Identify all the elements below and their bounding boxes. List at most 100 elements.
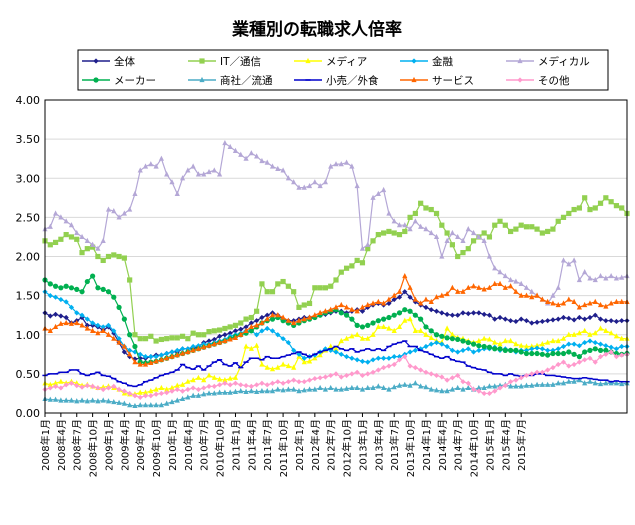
data-point: [386, 228, 392, 235]
data-point: [613, 203, 620, 209]
data-point: [185, 336, 191, 342]
data-point: [142, 389, 149, 395]
data-point: [444, 377, 450, 383]
data-point: [444, 290, 450, 297]
data-point: [566, 349, 572, 355]
data-point: [481, 311, 487, 318]
data-point: [444, 325, 450, 331]
data-point: [153, 338, 159, 344]
data-point: [470, 238, 477, 244]
legend-swatch-marker: [199, 58, 205, 64]
data-point: [111, 328, 117, 334]
data-point: [238, 331, 244, 337]
data-point: [465, 284, 471, 290]
data-point: [486, 312, 493, 318]
data-point: [132, 359, 138, 365]
data-point: [439, 222, 445, 228]
data-point: [306, 300, 313, 307]
data-point: [95, 385, 101, 391]
data-point: [582, 349, 588, 355]
data-point: [486, 253, 493, 259]
data-point: [460, 379, 466, 385]
data-point: [264, 364, 270, 370]
data-point: [370, 238, 376, 244]
data-point: [545, 347, 551, 353]
plot-area-border: [44, 99, 628, 414]
data-point: [58, 214, 64, 220]
data-point: [428, 341, 434, 347]
series-line: [44, 318, 627, 395]
data-point: [217, 333, 223, 339]
data-point: [354, 331, 360, 337]
data-point: [603, 327, 609, 333]
data-point: [359, 260, 366, 266]
data-point: [545, 228, 551, 235]
data-point: [243, 324, 249, 330]
data-point: [312, 285, 318, 291]
data-point: [68, 234, 75, 240]
legend-swatch-marker: [93, 77, 99, 83]
data-point: [238, 326, 244, 332]
data-point: [486, 284, 493, 290]
series-3: [42, 289, 630, 365]
data-point: [158, 390, 164, 397]
data-point: [248, 345, 254, 351]
legend-swatch-marker: [411, 58, 417, 64]
data-point: [523, 382, 530, 388]
data-point: [433, 294, 440, 300]
data-point: [158, 155, 164, 161]
data-point: [201, 377, 207, 383]
data-point: [333, 161, 339, 167]
data-point: [587, 331, 593, 337]
x-tick-label: 2009年4月: [118, 419, 131, 471]
data-point: [169, 398, 175, 405]
data-point: [486, 344, 493, 350]
data-point: [444, 230, 450, 236]
data-point: [100, 327, 106, 333]
data-point: [592, 359, 598, 365]
data-point: [613, 346, 620, 352]
data-point: [608, 349, 614, 355]
data-point: [354, 369, 360, 375]
data-point: [619, 318, 625, 324]
data-point: [285, 386, 291, 392]
data-point: [423, 304, 429, 310]
data-point: [333, 345, 339, 351]
data-point: [492, 383, 498, 389]
data-point: [58, 385, 64, 391]
data-point: [164, 171, 170, 177]
data-point: [365, 246, 371, 252]
data-point: [158, 402, 164, 408]
data-point: [79, 233, 85, 240]
data-point: [84, 398, 90, 404]
data-point: [227, 143, 233, 150]
data-point: [386, 210, 392, 216]
data-point: [259, 361, 265, 367]
data-point: [47, 313, 53, 319]
data-point: [407, 316, 413, 322]
data-point: [190, 330, 196, 336]
data-point: [338, 386, 344, 392]
data-point: [613, 333, 620, 339]
data-point: [158, 356, 164, 362]
data-point: [460, 386, 466, 392]
data-point: [291, 364, 297, 370]
data-point: [597, 341, 604, 347]
data-point: [359, 304, 366, 310]
data-point: [587, 206, 593, 213]
data-point: [613, 298, 620, 304]
data-point: [354, 384, 360, 391]
data-point: [68, 380, 75, 386]
data-point: [412, 380, 418, 386]
data-point: [407, 363, 413, 369]
data-point: [201, 391, 207, 397]
data-point: [232, 334, 239, 340]
data-point: [174, 386, 180, 393]
data-point: [248, 328, 254, 334]
data-point: [52, 396, 59, 402]
data-point: [306, 358, 313, 364]
data-point: [539, 381, 545, 387]
data-point: [111, 398, 117, 405]
x-tick-label: 2013年7月: [388, 419, 401, 471]
data-point: [555, 361, 561, 368]
